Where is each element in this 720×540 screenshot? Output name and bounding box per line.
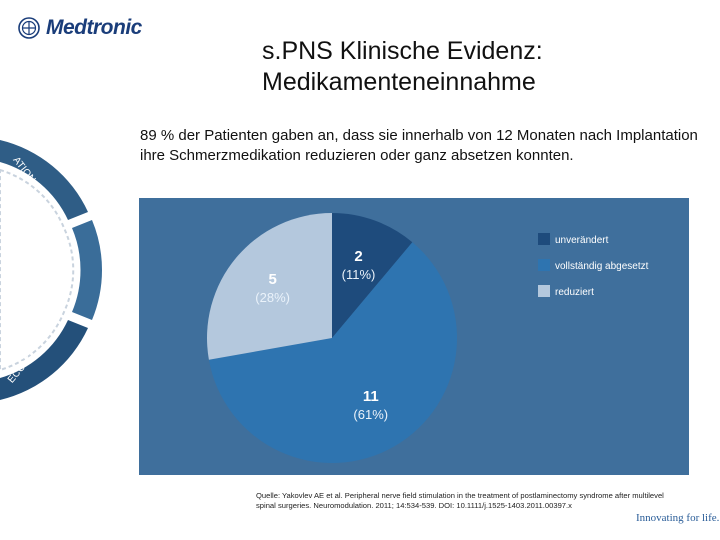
pie-labels: 2 (11%) 11 (61%) 5 (28%) — [255, 248, 388, 422]
legend-swatch-3 — [538, 285, 550, 297]
slice-percent-label-3: (28%) — [255, 290, 290, 305]
legend-label-2: vollständig abgesetzt — [555, 261, 649, 272]
legend-swatch-2 — [538, 259, 550, 271]
source-citation: Quelle: Yakovlev AE et al. Peripheral ne… — [256, 491, 711, 511]
legend-label-3: reduziert — [555, 287, 594, 298]
title-line-2: Medikamenteneinnahme — [262, 68, 536, 96]
chart-legend: unverändert vollständig abgesetzt reduzier… — [538, 233, 649, 298]
medtronic-logo: Medtronic — [18, 16, 142, 40]
brand-name: Medtronic — [46, 16, 142, 39]
pie-slice-1 — [332, 213, 413, 338]
pie-slices — [207, 213, 458, 464]
slice-percent-label-2: (61%) — [353, 407, 388, 422]
pie-slice-3 — [207, 213, 332, 360]
wheel-label-science: SCIENCE — [101, 262, 110, 307]
slice-value-label-3: 5 — [268, 271, 276, 288]
intro-text: 89 % der Patienten gaben an, dass sie in… — [140, 127, 698, 164]
page-title: s.PNS Klinische Evidenz: Medikamentenein… — [262, 36, 702, 98]
source-line-1: Quelle: Yakovlev AE et al. Peripheral ne… — [256, 491, 664, 500]
pie-chart: 2 (11%) 11 (61%) 5 (28%) unverändert vollständ… — [139, 198, 689, 475]
source-line-2: spinal surgeries. Neuromodulation. 2011;… — [256, 501, 572, 510]
medtronic-emblem-icon — [18, 17, 40, 39]
slice-percent-label-1: (11%) — [342, 267, 376, 282]
legend-label-1: unverändert — [555, 235, 609, 246]
decorative-wheel: ATION SCIENCE ECONO — [0, 140, 110, 400]
slice-value-label-2: 11 — [363, 388, 379, 405]
legend-swatch-1 — [538, 233, 550, 245]
pie-slice-2 — [208, 242, 458, 464]
slice-value-label-1: 2 — [354, 248, 362, 265]
title-line-1: s.PNS Klinische Evidenz: — [262, 37, 543, 65]
brand-tagline: Innovating for life. — [636, 512, 720, 524]
